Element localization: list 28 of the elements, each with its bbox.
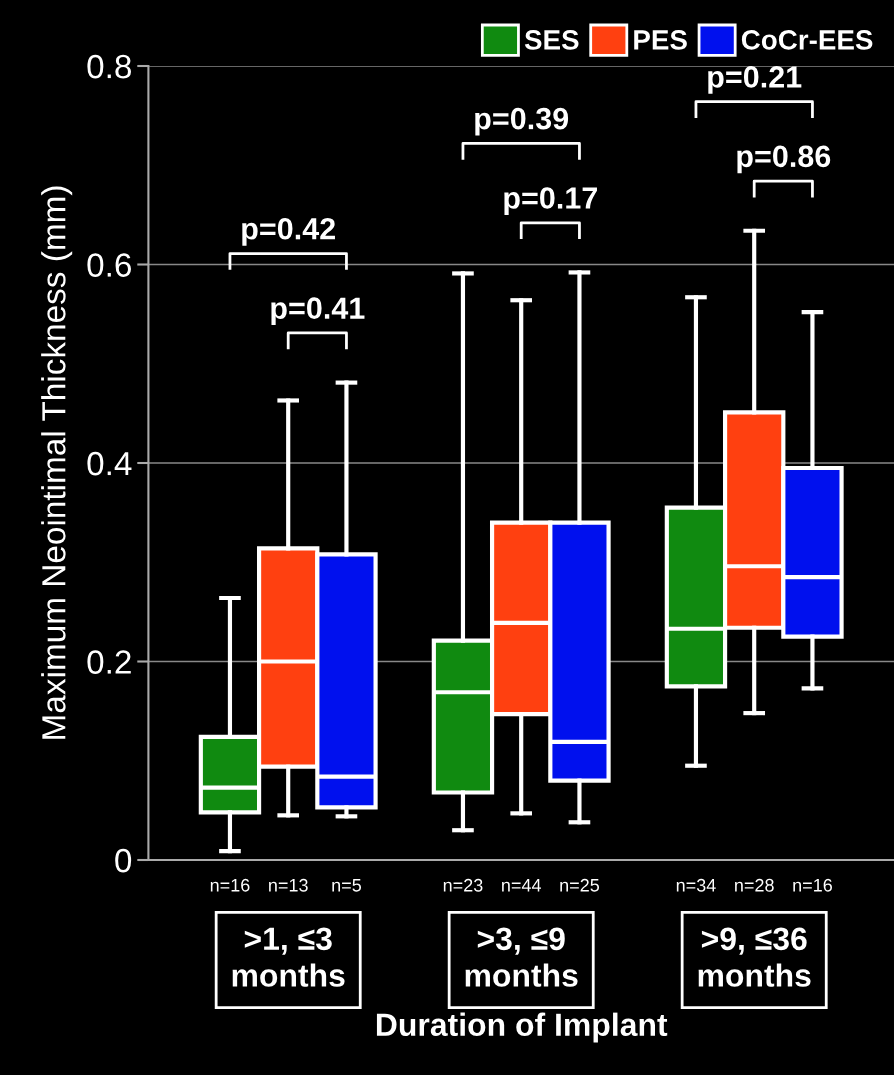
text: n=16 bbox=[793, 878, 832, 892]
annotation: p=0.41 bbox=[271, 297, 365, 326]
y-tick-label: 0.2 bbox=[87, 650, 131, 674]
annotation: p=0.39 bbox=[475, 107, 569, 136]
y-tick-label: 0 bbox=[115, 848, 132, 873]
text: n=5 bbox=[332, 879, 362, 892]
x-tick-label: >9, ≤36 months bbox=[698, 927, 811, 987]
x-axis-title: Duration of Implant bbox=[376, 1012, 668, 1043]
x-tick-label: >3, ≤9 months bbox=[465, 927, 578, 987]
legend-label: SES bbox=[524, 30, 579, 50]
text: n=44 bbox=[502, 879, 542, 892]
annotation: p=0.86 bbox=[737, 145, 831, 174]
text: n=16 bbox=[210, 878, 250, 892]
text: n=25 bbox=[560, 878, 600, 892]
text: n=34 bbox=[676, 878, 716, 892]
y-tick-label: 0.8 bbox=[87, 54, 131, 79]
text: n=23 bbox=[443, 878, 483, 892]
legend-label: CoCr-EES bbox=[741, 30, 873, 50]
text: n=13 bbox=[269, 878, 308, 892]
text: n=28 bbox=[735, 878, 774, 892]
annotation: p=0.17 bbox=[504, 187, 597, 215]
legend-label: PES bbox=[634, 30, 687, 50]
y-axis-title: Maximum Neointimal Thickness (mm) bbox=[41, 186, 73, 739]
y-tick-label: 0.4 bbox=[87, 451, 132, 476]
annotation: p=0.21 bbox=[708, 66, 802, 94]
x-tick-label: >1, ≤3 months bbox=[232, 927, 345, 987]
annotation: p=0.42 bbox=[242, 217, 335, 246]
y-tick-label: 0.6 bbox=[87, 253, 131, 277]
